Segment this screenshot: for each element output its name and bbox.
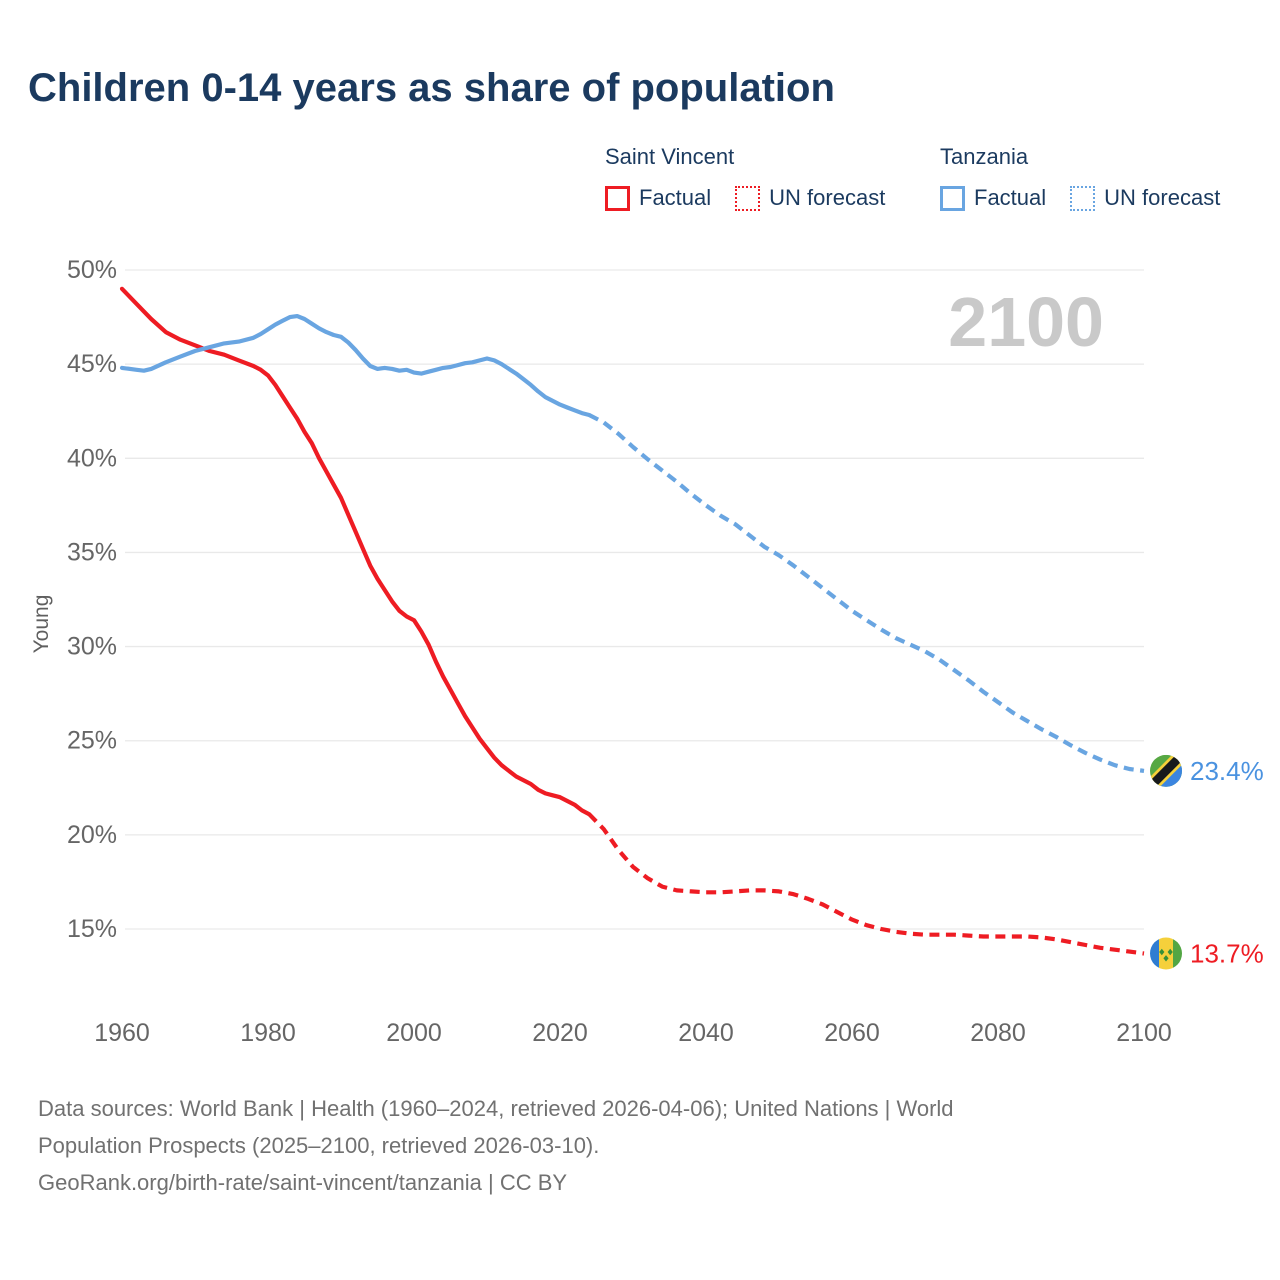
footer-line: GeoRank.org/birth-rate/saint-vincent/tan… <box>38 1170 568 1195</box>
y-tick-label: 15% <box>67 915 117 943</box>
y-tick-label: 25% <box>67 727 117 755</box>
tanzania-end-value-label: 23.4% <box>1190 756 1264 786</box>
legend-item-tanzania-forecast[interactable]: UN forecast <box>1070 185 1220 211</box>
saint-vincent-end-value-label: 13.7% <box>1190 938 1264 968</box>
series-tanzania-forecast-line <box>588 413 1145 773</box>
x-tick-label: 2100 <box>1116 1019 1172 1047</box>
y-tick-label: 45% <box>67 350 117 378</box>
legend-item-label: Factual <box>639 185 712 210</box>
page-title: Children 0-14 years as share of populati… <box>28 66 835 110</box>
tanzania-flag-icon <box>1150 754 1182 787</box>
x-tick-label: 2080 <box>970 1019 1026 1047</box>
watermark-year: 2100 <box>948 283 1104 361</box>
data-sources-footer: Data sources: World Bank | Health (1960–… <box>38 1090 954 1201</box>
x-tick-label: 1980 <box>240 1019 296 1047</box>
legend-row: Factual UN forecast <box>940 185 1244 211</box>
legend-item-label: Factual <box>974 185 1047 210</box>
legend-group-saint-vincent: Saint Vincent Factual UN forecast <box>605 144 909 211</box>
y-tick-label: 40% <box>67 444 117 472</box>
x-tick-label: 2040 <box>678 1019 734 1047</box>
legend-item-saint-vincent-factual[interactable]: Factual <box>605 185 711 211</box>
series-saint-vincent-forecast-line <box>587 812 1145 956</box>
x-tick-label: 2000 <box>386 1019 442 1047</box>
y-tick-label: 50% <box>67 256 117 284</box>
solid-line-swatch-icon <box>605 185 630 211</box>
legend-item-tanzania-factual[interactable]: Factual <box>940 185 1046 211</box>
legend-item-label: UN forecast <box>769 185 886 210</box>
footer-line: Population Prospects (2025–2100, retriev… <box>38 1133 600 1158</box>
x-tick-label: 2060 <box>824 1019 880 1047</box>
y-tick-label: 30% <box>67 633 117 661</box>
y-tick-label: 35% <box>67 538 117 566</box>
y-axis-title: Young <box>30 595 53 654</box>
dotted-line-swatch-icon <box>735 185 761 211</box>
series-saint-vincent-factual-line <box>119 286 592 817</box>
series-tanzania-factual-line <box>119 314 592 418</box>
legend-group-title-saint-vincent: Saint Vincent <box>605 144 735 169</box>
legend-group-tanzania: Tanzania Factual UN forecast <box>940 144 1244 211</box>
legend-row: Factual UN forecast <box>605 185 909 211</box>
footer-line: Data sources: World Bank | Health (1960–… <box>38 1096 954 1121</box>
y-tick-label: 20% <box>67 821 117 849</box>
legend-item-label: UN forecast <box>1104 185 1221 210</box>
legend-group-title-tanzania: Tanzania <box>940 144 1029 169</box>
x-tick-label: 2020 <box>532 1019 588 1047</box>
x-tick-label: 1960 <box>94 1019 150 1047</box>
dotted-line-swatch-icon <box>1070 185 1096 211</box>
solid-line-swatch-icon <box>940 185 965 211</box>
legend-item-saint-vincent-forecast[interactable]: UN forecast <box>735 185 885 211</box>
saint-vincent-flag-icon <box>1150 937 1182 970</box>
